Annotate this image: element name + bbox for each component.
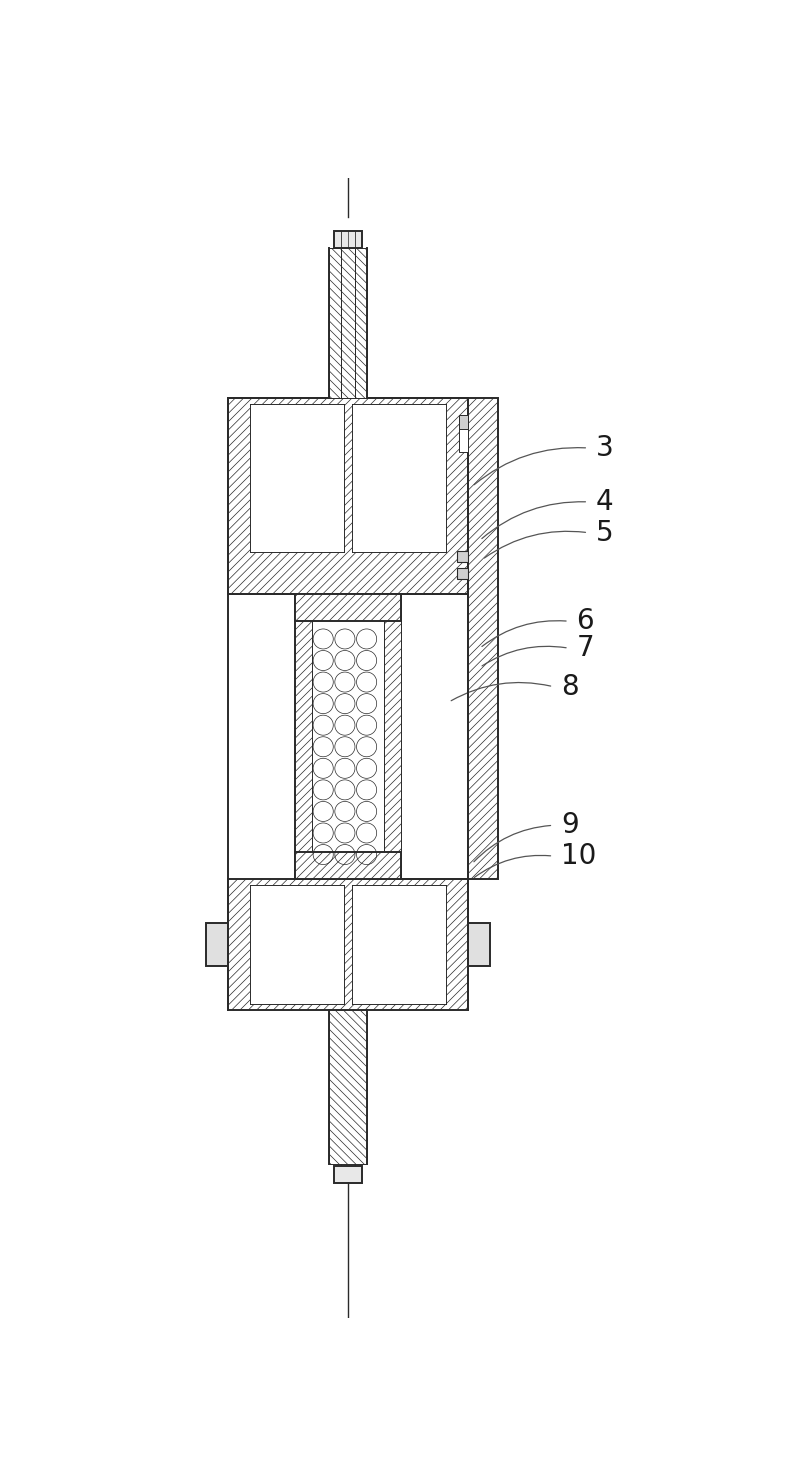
Bar [250, 886, 344, 1004]
Text: 5: 5 [596, 518, 614, 546]
Bar [457, 551, 468, 561]
Text: 10: 10 [561, 843, 597, 871]
Bar [295, 594, 401, 880]
Bar [295, 594, 401, 621]
Text: 8: 8 [561, 672, 578, 701]
Bar [384, 594, 401, 880]
Bar [334, 1167, 362, 1183]
Bar [459, 415, 468, 428]
Bar [329, 1010, 367, 1164]
Bar [228, 880, 468, 1010]
Bar [468, 398, 498, 880]
Bar [459, 418, 468, 452]
Bar [352, 404, 446, 552]
Text: 3: 3 [596, 434, 614, 462]
Bar [468, 924, 490, 966]
Bar [352, 886, 446, 1004]
Bar [206, 924, 228, 966]
Bar [295, 852, 401, 880]
Bar [329, 247, 367, 398]
Bar [295, 594, 312, 880]
Text: 9: 9 [561, 812, 579, 840]
Text: 7: 7 [577, 634, 594, 662]
Bar [334, 231, 362, 247]
Text: 6: 6 [577, 607, 594, 635]
Text: 4: 4 [596, 487, 614, 515]
Bar [457, 569, 468, 579]
Bar [228, 398, 468, 594]
Bar [250, 404, 344, 552]
Bar [312, 609, 384, 865]
